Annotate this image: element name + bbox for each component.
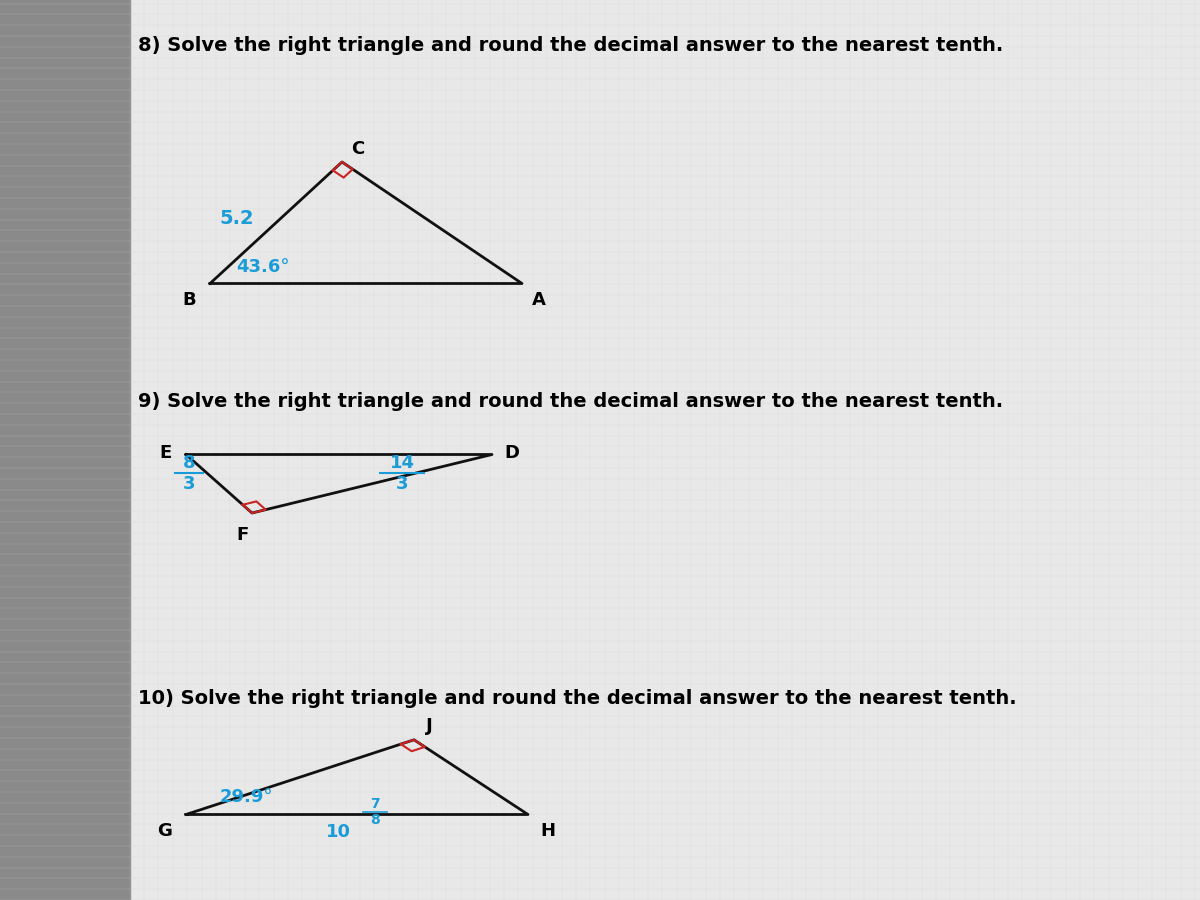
Text: 8: 8 [182, 454, 196, 472]
Text: 8: 8 [370, 813, 380, 827]
Text: B: B [182, 291, 196, 309]
Text: 10) Solve the right triangle and round the decimal answer to the nearest tenth.: 10) Solve the right triangle and round t… [138, 688, 1016, 707]
Text: 3: 3 [182, 475, 196, 493]
Text: 14: 14 [390, 454, 414, 472]
Text: 10: 10 [326, 823, 352, 841]
Text: E: E [160, 444, 172, 462]
Text: C: C [352, 140, 365, 158]
Text: 5.2: 5.2 [220, 209, 254, 228]
Text: 43.6°: 43.6° [236, 258, 290, 276]
Text: G: G [157, 822, 172, 840]
Text: J: J [426, 717, 433, 735]
Text: 3: 3 [396, 475, 408, 493]
Text: D: D [504, 444, 520, 462]
Text: H: H [540, 822, 554, 840]
Bar [0, 0, 130, 900]
Text: A: A [532, 291, 546, 309]
Text: 9) Solve the right triangle and round the decimal answer to the nearest tenth.: 9) Solve the right triangle and round th… [138, 392, 1003, 410]
Text: 8) Solve the right triangle and round the decimal answer to the nearest tenth.: 8) Solve the right triangle and round th… [138, 36, 1003, 55]
Text: F: F [236, 526, 248, 544]
Text: 29.9°: 29.9° [220, 788, 274, 806]
Text: 7: 7 [370, 796, 380, 811]
